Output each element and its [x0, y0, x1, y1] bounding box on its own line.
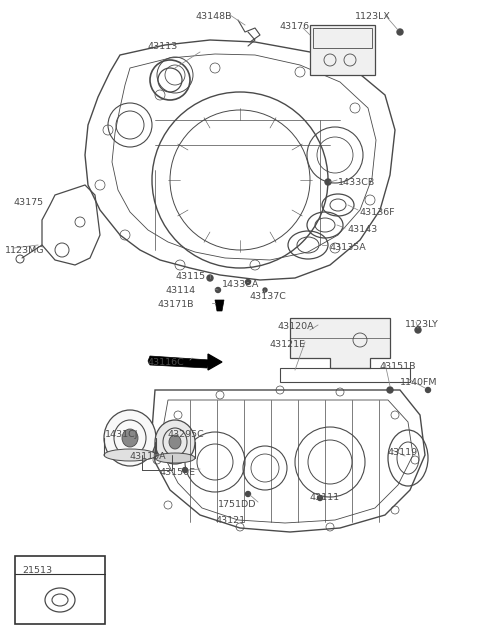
Text: 43136F: 43136F: [360, 208, 396, 217]
Circle shape: [387, 387, 393, 393]
Bar: [310, 25, 375, 75]
Text: 43295C: 43295C: [168, 430, 205, 439]
Bar: [280, 368, 410, 382]
Ellipse shape: [104, 410, 156, 466]
Text: 43110A: 43110A: [130, 452, 167, 461]
Text: 1431CJ: 1431CJ: [105, 430, 139, 439]
Text: 43135A: 43135A: [330, 243, 367, 252]
Text: 1123MG: 1123MG: [5, 246, 45, 255]
Circle shape: [263, 288, 267, 292]
Text: 43121: 43121: [215, 516, 245, 525]
Text: 43116C: 43116C: [148, 358, 185, 367]
Text: 43121E: 43121E: [270, 340, 306, 349]
Text: 43119: 43119: [388, 448, 418, 457]
Text: 43137C: 43137C: [250, 292, 287, 301]
Bar: [15, 556, 105, 624]
Text: 43120A: 43120A: [278, 322, 314, 331]
Ellipse shape: [169, 435, 181, 449]
Text: 43150E: 43150E: [160, 468, 196, 477]
Circle shape: [245, 492, 251, 497]
Bar: [313, 28, 372, 48]
Text: 43148B: 43148B: [195, 12, 231, 21]
Text: 1123LY: 1123LY: [405, 320, 439, 329]
Polygon shape: [148, 356, 210, 368]
Circle shape: [207, 275, 213, 281]
Ellipse shape: [155, 453, 195, 463]
Polygon shape: [215, 300, 224, 311]
Text: 43143: 43143: [348, 225, 378, 234]
Circle shape: [425, 387, 431, 392]
Text: 43113: 43113: [148, 42, 178, 51]
Ellipse shape: [155, 420, 195, 464]
Text: 1433CA: 1433CA: [222, 280, 259, 289]
Text: 1433CB: 1433CB: [338, 178, 375, 187]
Text: 43175: 43175: [14, 198, 44, 207]
Ellipse shape: [104, 449, 156, 461]
Text: 43111: 43111: [310, 493, 340, 502]
Polygon shape: [290, 318, 390, 368]
Text: 1123LX: 1123LX: [355, 12, 391, 21]
Text: 43114: 43114: [165, 286, 195, 295]
Circle shape: [317, 495, 323, 501]
Circle shape: [397, 29, 403, 35]
Text: 1140FM: 1140FM: [400, 378, 437, 387]
Circle shape: [325, 179, 331, 185]
Text: 1751DD: 1751DD: [218, 500, 256, 509]
Circle shape: [182, 467, 188, 473]
Circle shape: [245, 279, 251, 284]
Text: 43115: 43115: [175, 272, 205, 281]
Text: 43171B: 43171B: [157, 300, 193, 309]
Circle shape: [216, 287, 220, 293]
Circle shape: [415, 327, 421, 333]
Text: 43176: 43176: [280, 22, 310, 31]
Ellipse shape: [122, 429, 138, 447]
Text: 21513: 21513: [22, 566, 52, 575]
Polygon shape: [208, 354, 222, 370]
Text: 43151B: 43151B: [380, 362, 417, 371]
